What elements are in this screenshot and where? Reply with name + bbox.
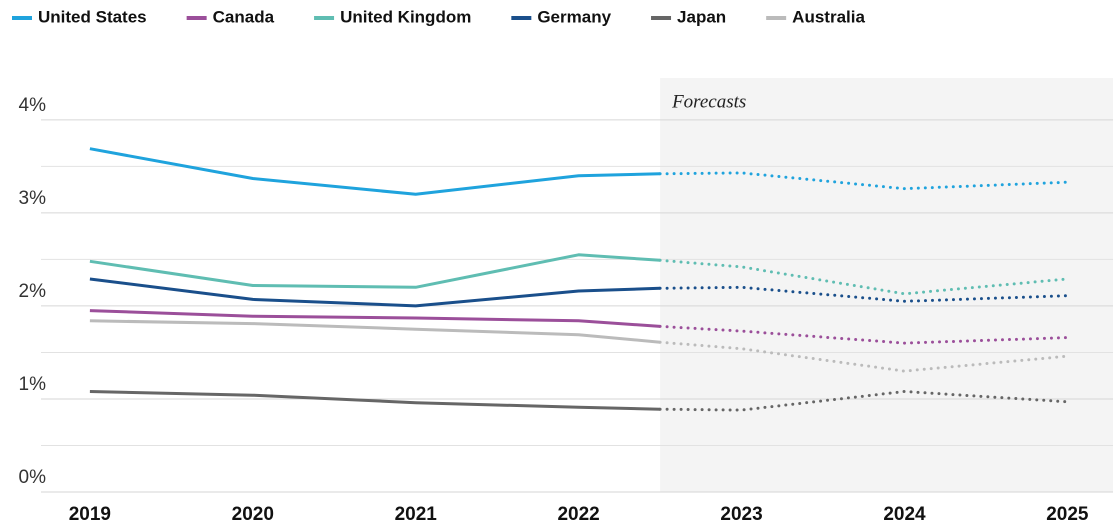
legend-item: United Kingdom — [314, 7, 471, 26]
series-line — [89, 319, 661, 344]
legend-item: Canada — [186, 7, 275, 26]
forecast-line — [658, 171, 1069, 191]
y-tick-label: 1% — [19, 374, 47, 395]
legend-label: United States — [38, 7, 147, 26]
forecast-line — [658, 324, 1069, 345]
x-tick-label: 2021 — [395, 504, 438, 525]
legend-label: Japan — [677, 7, 726, 26]
y-tick-label: 2% — [19, 281, 47, 302]
legend-item: Japan — [651, 7, 726, 26]
forecast-line — [658, 285, 1069, 303]
x-tick-label: 2022 — [557, 504, 599, 525]
forecast-region — [660, 78, 1113, 492]
y-tick-label: 0% — [19, 467, 47, 488]
x-tick-label: 2023 — [720, 504, 762, 525]
legend-label: Canada — [213, 7, 275, 26]
forecast-line — [658, 390, 1069, 412]
x-tick-label: 2024 — [883, 504, 926, 525]
series-line — [89, 277, 661, 308]
forecast-line — [658, 340, 1069, 373]
x-tick-label: 2025 — [1046, 504, 1089, 525]
series-line — [89, 253, 661, 289]
y-tick-label: 3% — [19, 188, 47, 209]
legend-item: Germany — [511, 7, 612, 26]
legend-label: United Kingdom — [340, 7, 471, 26]
x-tick-label: 2020 — [232, 504, 274, 525]
legend-label: Germany — [537, 7, 611, 26]
forecast-label: Forecasts — [671, 91, 746, 112]
y-tick-label: 4% — [19, 95, 47, 116]
series-line — [89, 147, 661, 196]
series-line — [89, 390, 661, 411]
forecast-line — [658, 258, 1069, 296]
legend-item: Australia — [766, 7, 865, 26]
series-line — [89, 309, 661, 328]
legend-label: Australia — [792, 7, 865, 26]
x-tick-label: 2019 — [69, 504, 111, 525]
legend-item: United States — [12, 7, 147, 26]
